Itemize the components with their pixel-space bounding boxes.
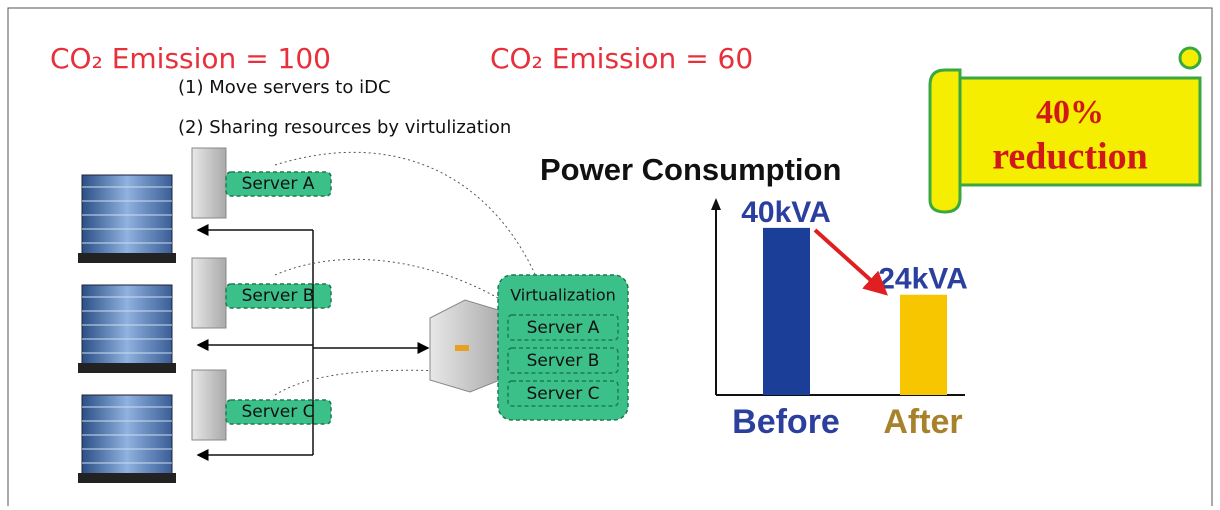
banner-text: 40%: [1036, 94, 1104, 131]
server-unit: [192, 370, 226, 440]
emission-before: CO₂ Emission = 100: [50, 42, 331, 75]
emission-after: CO₂ Emission = 60: [490, 42, 753, 75]
server-label: Server B: [242, 286, 315, 306]
server-label: Server C: [241, 402, 314, 422]
axis-arrow: [711, 198, 721, 210]
chart-title: Power Consumption: [540, 152, 841, 187]
banner-text: reduction: [992, 136, 1148, 178]
step: (1) Move servers to iDC: [178, 77, 391, 98]
value-label: 24kVA: [878, 263, 968, 296]
virtual-server-label: Server A: [527, 318, 600, 338]
value-label: 40kVA: [741, 196, 831, 229]
virtual-servers: Server A Server B Server C: [508, 315, 618, 406]
servers-group: Server A Server B Server C: [78, 148, 331, 483]
chart: 40kVA Before 24kVA After: [732, 196, 968, 441]
banner: 40% reduction: [930, 48, 1200, 212]
virtual-server-label: Server B: [527, 351, 600, 371]
host-server: [430, 300, 505, 392]
slide: CO₂ Emission = 100 CO₂ Emission = 60 (1)…: [0, 0, 1220, 506]
bar: [763, 228, 810, 395]
virtual-server-label: Server C: [526, 384, 599, 404]
category-label: After: [883, 403, 962, 441]
step: (2) Sharing resources by virtulization: [178, 117, 511, 138]
reduction-arrow: [815, 230, 885, 293]
bar: [900, 295, 947, 395]
building-base: [78, 253, 176, 263]
server-unit: [192, 258, 226, 328]
server-unit: [192, 148, 226, 218]
virtualization-title: Virtualization: [510, 286, 616, 305]
server-label: Server A: [242, 174, 315, 194]
building-base: [78, 363, 176, 373]
building-base: [78, 473, 176, 483]
category-label: Before: [732, 403, 840, 441]
